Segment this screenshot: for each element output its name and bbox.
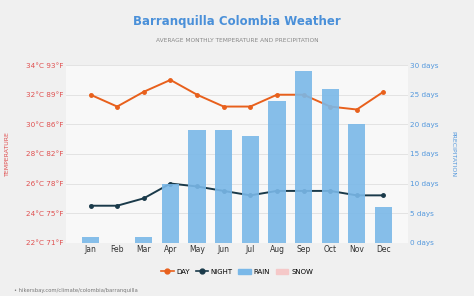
Bar <box>135 237 153 243</box>
Bar <box>82 237 99 243</box>
Y-axis label: PRECIPITATION: PRECIPITATION <box>451 131 456 177</box>
Bar <box>321 89 339 243</box>
Bar <box>295 71 312 243</box>
Text: • hikersbay.com/climate/colombia/barranquilla: • hikersbay.com/climate/colombia/barranq… <box>14 288 138 293</box>
Text: AVERAGE MONTHLY TEMPERATURE AND PRECIPITATION: AVERAGE MONTHLY TEMPERATURE AND PRECIPIT… <box>155 38 319 44</box>
Y-axis label: TEMPERATURE: TEMPERATURE <box>5 131 9 176</box>
Text: Barranquilla Colombia Weather: Barranquilla Colombia Weather <box>133 15 341 28</box>
Legend: DAY, NIGHT, RAIN, SNOW: DAY, NIGHT, RAIN, SNOW <box>158 266 316 278</box>
Bar <box>268 101 286 243</box>
Bar <box>375 207 392 243</box>
Bar <box>162 184 179 243</box>
Bar <box>215 130 232 243</box>
Bar <box>242 136 259 243</box>
Bar <box>188 130 206 243</box>
Bar <box>348 124 365 243</box>
